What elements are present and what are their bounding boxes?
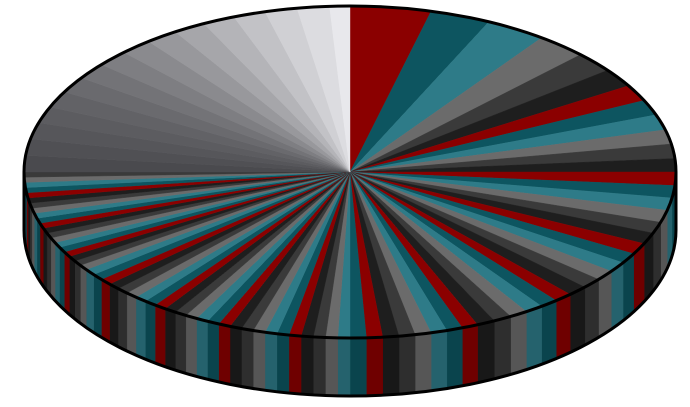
pie-side — [46, 232, 52, 297]
pie-side — [54, 242, 60, 306]
pie-side — [185, 315, 197, 377]
pie-side — [555, 294, 571, 359]
pie-side — [337, 337, 351, 397]
pie-side — [154, 304, 166, 368]
pie-side — [109, 283, 119, 348]
pie-side — [526, 305, 542, 370]
pie-side — [218, 323, 231, 385]
pie-side — [398, 334, 416, 395]
pie-side — [207, 320, 219, 383]
pie-side — [264, 331, 278, 393]
pie-outline — [22, 172, 678, 398]
pie-side — [598, 270, 612, 338]
pie-side — [39, 222, 44, 288]
pie-side — [494, 316, 511, 380]
pie-side — [510, 311, 527, 375]
pie-side — [29, 203, 33, 267]
pie-side — [69, 255, 75, 320]
pie-side — [349, 337, 367, 397]
pie-side — [50, 237, 56, 302]
pie-side — [74, 260, 81, 324]
pie-side — [569, 286, 586, 353]
pie-side — [229, 326, 242, 387]
pie-side — [196, 318, 208, 380]
pie-side — [164, 308, 176, 371]
pie-side — [312, 336, 326, 396]
pie-side — [300, 335, 314, 396]
pie-side — [446, 327, 463, 389]
pie-side — [477, 320, 495, 384]
pie-side — [288, 334, 302, 395]
pie-side — [36, 217, 41, 283]
pie-side — [145, 300, 156, 364]
pie-side — [584, 278, 599, 346]
pie-side — [430, 330, 448, 392]
pie-side — [175, 311, 187, 374]
pie-side — [59, 246, 65, 311]
pie-side — [414, 332, 432, 393]
pie-side — [462, 324, 478, 387]
pie-side — [126, 292, 137, 356]
pie-side — [101, 278, 110, 343]
pie-side — [93, 274, 102, 338]
pie-side — [622, 253, 634, 322]
pie-side — [325, 337, 338, 397]
pie-side — [241, 328, 254, 389]
pie-side — [382, 335, 400, 396]
pie-side — [252, 330, 266, 391]
pie-side — [117, 288, 128, 352]
pie-side — [43, 227, 48, 292]
pie-side — [366, 336, 383, 397]
pie-side — [80, 264, 87, 329]
pie-outline — [22, 4, 678, 340]
pie-side — [86, 269, 94, 334]
pie-side — [64, 251, 70, 316]
pie-side — [31, 208, 35, 272]
pie-side — [276, 333, 290, 394]
pie-side — [33, 213, 38, 278]
pie-side — [135, 296, 146, 360]
pie-side — [541, 300, 557, 365]
pie-side — [611, 262, 624, 330]
